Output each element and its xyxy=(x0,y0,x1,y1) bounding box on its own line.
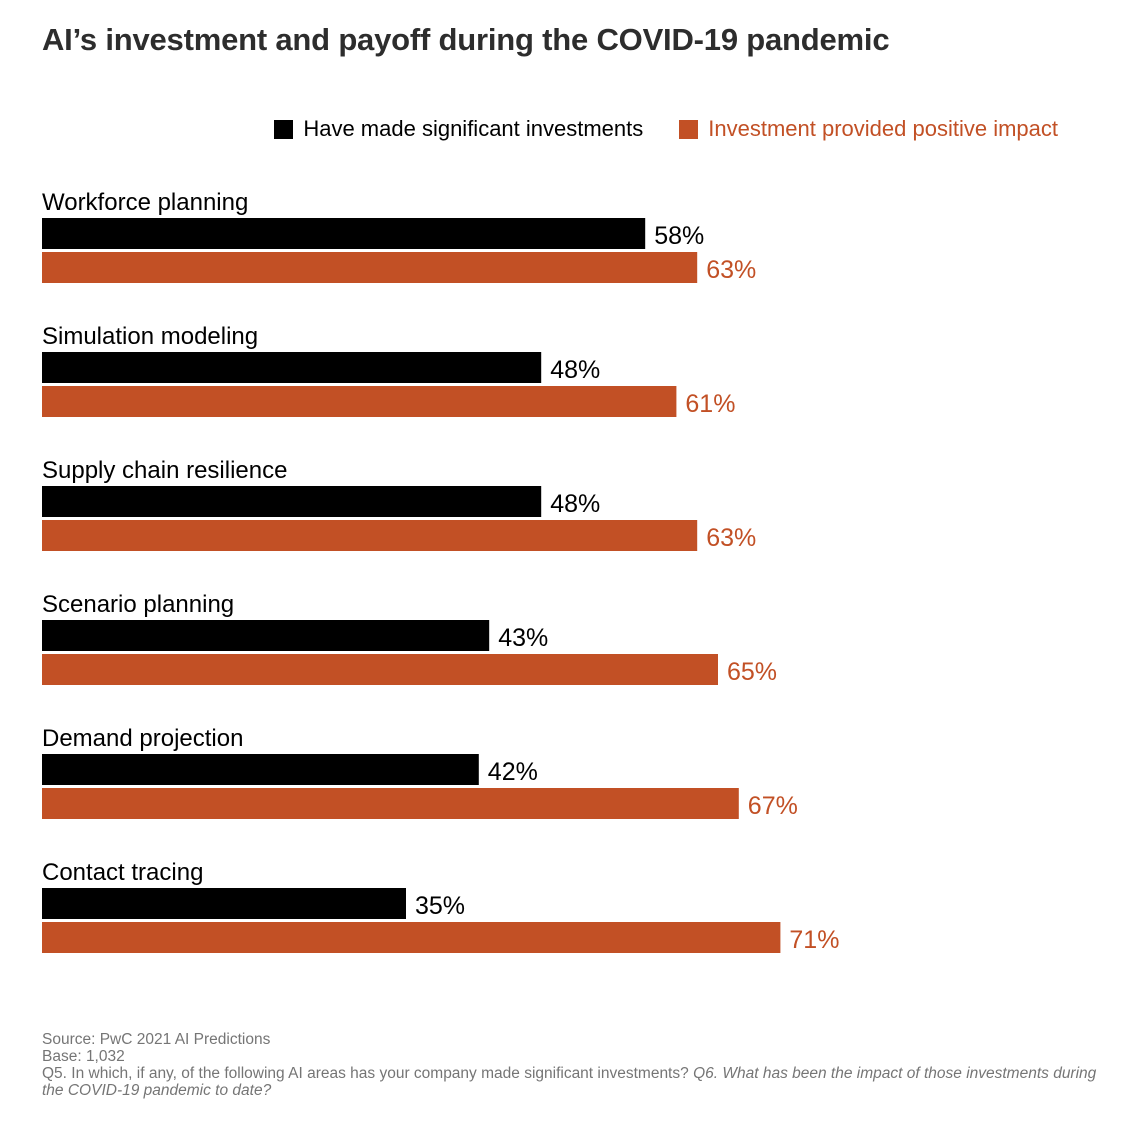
legend-swatch-investments xyxy=(274,119,294,139)
category-label-simulation-modeling: Simulation modeling xyxy=(42,323,258,350)
value-label-investment-simulation-modeling: 48% xyxy=(550,356,600,384)
value-label-investment-workforce-planning: 58% xyxy=(654,222,704,250)
value-label-investment-demand-projection: 42% xyxy=(488,758,538,786)
legend: Have made significant investments Invest… xyxy=(274,116,1058,142)
footnote-q6: Q6. What has been the impact of those in… xyxy=(42,1065,1097,1099)
footnote-base: Base: 1,032 xyxy=(42,1048,125,1065)
value-label-impact-contact-tracing: 71% xyxy=(789,926,839,954)
bar-investment-simulation-modeling xyxy=(42,352,542,383)
bar-investment-scenario-planning xyxy=(42,620,490,651)
bar-investment-contact-tracing xyxy=(42,888,406,919)
value-label-impact-workforce-planning: 63% xyxy=(706,256,756,284)
bar-investment-supply-chain-resilience xyxy=(42,486,542,517)
bar-impact-simulation-modeling xyxy=(42,386,677,417)
footnote-source: Source: PwC 2021 AI Predictions xyxy=(42,1031,271,1048)
footnote-questions: Q5. In which, if any, of the following A… xyxy=(42,1065,1102,1099)
bar-impact-demand-projection xyxy=(42,788,739,819)
legend-item-impact: Investment provided positive impact xyxy=(679,116,1058,142)
value-label-investment-contact-tracing: 35% xyxy=(415,892,465,920)
value-label-impact-simulation-modeling: 61% xyxy=(685,390,735,418)
bar-impact-workforce-planning xyxy=(42,252,698,283)
legend-swatch-impact xyxy=(679,119,699,139)
footnote: Source: PwC 2021 AI Predictions Base: 1,… xyxy=(42,1031,1102,1099)
legend-item-investments: Have made significant investments xyxy=(274,116,643,142)
category-label-contact-tracing: Contact tracing xyxy=(42,859,203,886)
footnote-q5: Q5. In which, if any, of the following A… xyxy=(42,1065,689,1082)
value-label-investment-supply-chain-resilience: 48% xyxy=(550,490,600,518)
chart-title: AI’s investment and payoff during the CO… xyxy=(42,22,890,57)
value-label-impact-scenario-planning: 65% xyxy=(727,658,777,686)
bar-impact-scenario-planning xyxy=(42,654,718,685)
category-label-workforce-planning: Workforce planning xyxy=(42,189,248,216)
value-label-impact-demand-projection: 67% xyxy=(748,792,798,820)
bar-investment-demand-projection xyxy=(42,754,479,785)
value-label-investment-scenario-planning: 43% xyxy=(498,624,548,652)
bar-impact-supply-chain-resilience xyxy=(42,520,698,551)
category-label-demand-projection: Demand projection xyxy=(42,725,243,752)
legend-label-impact: Investment provided positive impact xyxy=(708,116,1058,141)
category-label-scenario-planning: Scenario planning xyxy=(42,591,234,618)
category-label-supply-chain-resilience: Supply chain resilience xyxy=(42,457,287,484)
legend-label-investments: Have made significant investments xyxy=(303,116,644,141)
bar-investment-workforce-planning xyxy=(42,218,646,249)
bar-impact-contact-tracing xyxy=(42,922,781,953)
value-label-impact-supply-chain-resilience: 63% xyxy=(706,524,756,552)
